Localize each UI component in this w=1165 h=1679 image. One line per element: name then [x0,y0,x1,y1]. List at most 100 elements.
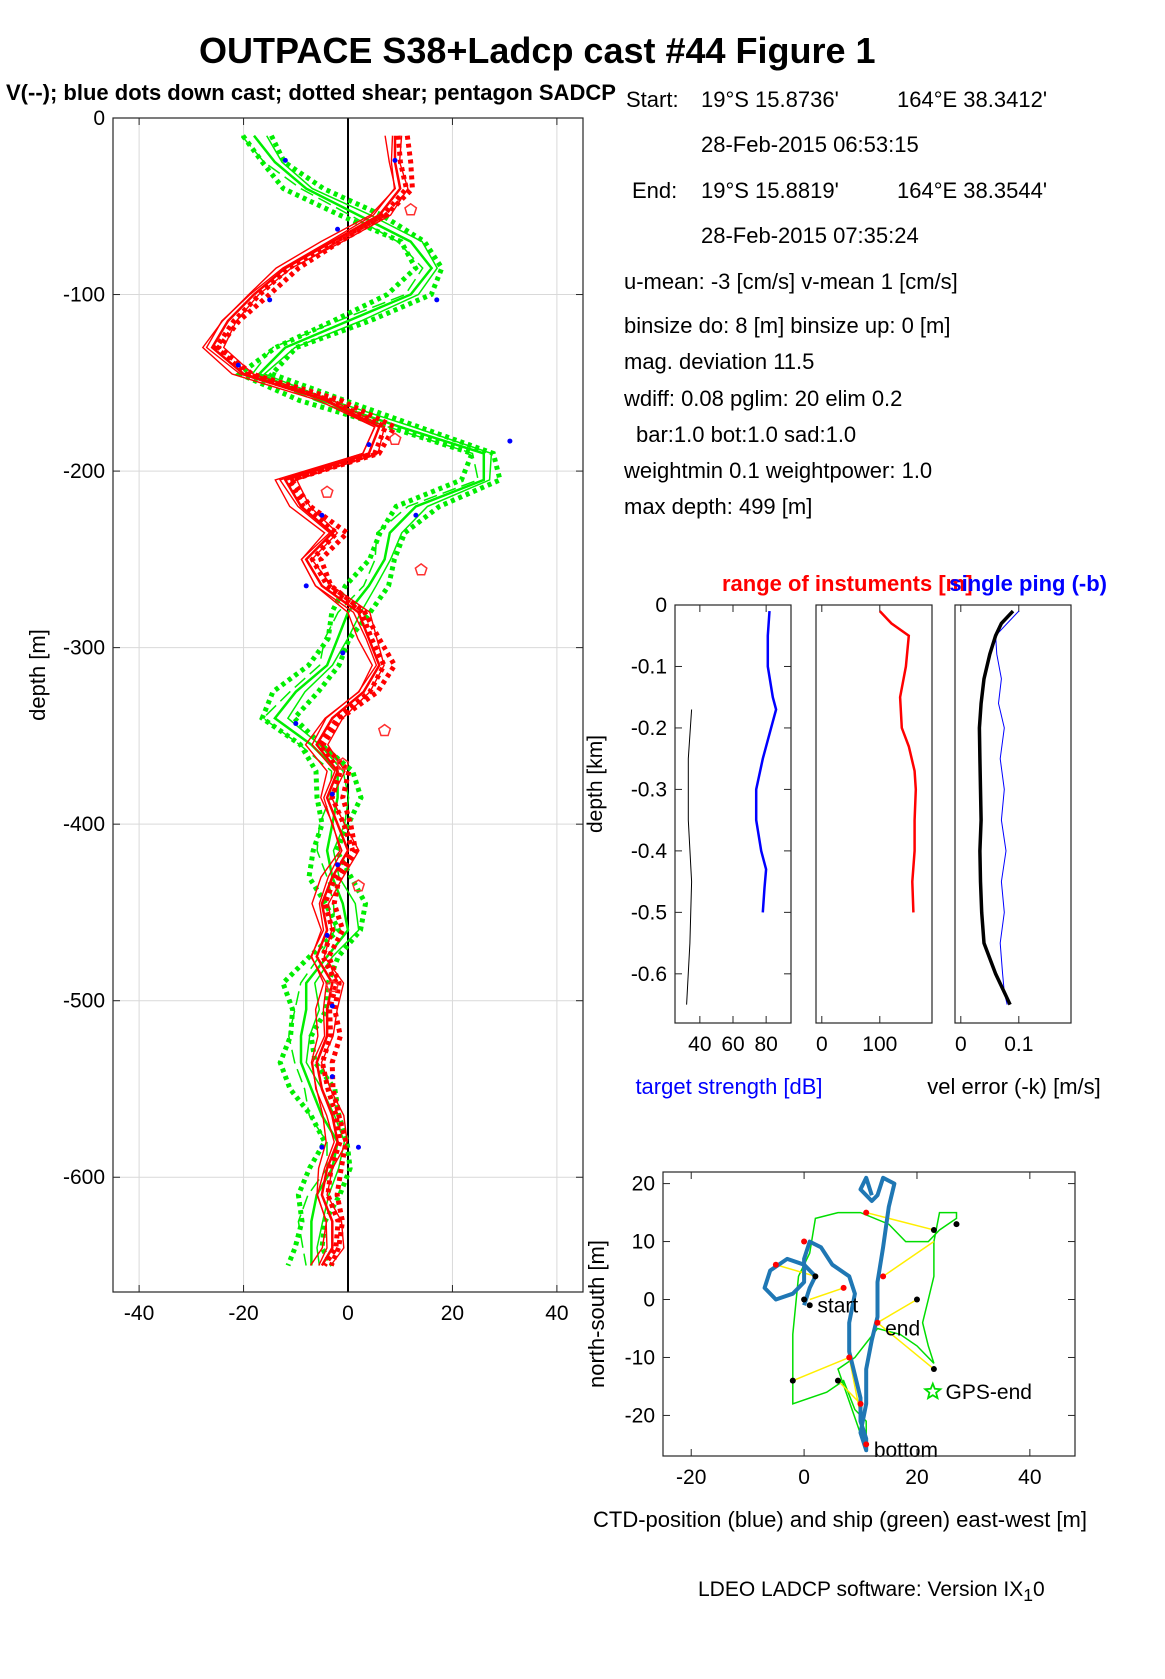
range-chart: 0 100 [815,604,933,1056]
y-tick-label: -0.3 [631,778,667,801]
sadcp-pentagon [336,757,350,770]
y-axis-label: north-south [m] [584,1240,609,1388]
ctd-ship-link [775,1264,816,1278]
x-tick-label: -20 [228,1302,258,1325]
sadcp-pentagon [414,562,428,576]
x-tick-label: -20 [676,1466,706,1489]
down-cast-dot [329,1003,335,1009]
down-cast-dot [392,157,398,163]
velocity-profile-line [222,135,409,1266]
down-cast-dot [329,1074,335,1080]
x-tick-label: 100 [862,1033,897,1056]
down-cast-dot [282,157,288,163]
ctd-ship-link [865,1211,935,1231]
position-annotation: start [817,1294,858,1317]
ship-position-dot [913,1296,920,1303]
axes-frame [815,604,933,1024]
x-axis-label: CTD-position (blue) and ship (green) eas… [593,1507,1087,1532]
shear-profile-line [234,134,476,1267]
figure-subtitle: V(--); blue dots down cast; dotted shear… [6,80,616,105]
down-cast-dot [329,791,335,797]
position-annotation: end [885,1317,920,1340]
ship-position-dot [930,1226,937,1233]
position-annotation: GPS-end [946,1381,1032,1404]
axes-frame [954,604,1072,1024]
y-tick-label: 0 [93,107,105,130]
y-tick-label: -100 [63,284,105,307]
ctd-position-dot [857,1400,864,1407]
axes-frame [662,1171,1076,1457]
end-lat: 19°S 15.8819' [701,178,839,203]
y-tick-label: 0 [643,1289,655,1312]
ctd-position-dot [846,1354,853,1361]
down-cast-dot [335,862,341,868]
end-time: 28-Feb-2015 07:35:24 [701,223,919,248]
target-strength-line [754,611,778,913]
target-strength-chart: 40 60 80 0 -0.1 -0.2 -0.3 -0.4 -0.5 -0.6 depth [km… [584,571,973,1099]
axes-background [955,605,1071,1023]
ctd-ship-link [876,1322,935,1370]
figure-title: OUTPACE S38+Ladcp cast #44 Figure 1 [199,30,876,71]
range-legend-label: range of instuments [m] [722,571,973,596]
down-cast-dot [319,512,325,518]
start-lon: 164°E 38.3412' [897,87,1048,112]
sadcp-pentagon [388,432,402,445]
axes-background [663,1172,1075,1456]
wdiff: wdiff: 0.08 pglim: 20 elim 0.2 [624,386,903,411]
software-version-tail: 0 [1033,1578,1045,1601]
velocity-profile-line [215,135,415,1267]
single-ping-error-line [995,610,1020,1005]
x-tick-label: 0 [798,1466,810,1489]
start-time: 28-Feb-2015 06:53:15 [701,132,919,157]
ctd-position-dot [772,1261,779,1268]
x-tick-label: 20 [905,1466,928,1489]
ctd-ship-link [792,1356,850,1382]
weight: weightmin 0.1 weightpower: 1.0 [624,458,933,483]
down-cast-dot [324,932,330,938]
y-tick-label: 0 [655,594,667,617]
down-cast-dot [340,650,346,656]
shear-profile-line [262,135,493,1266]
x-tick-label: 20 [441,1302,464,1325]
range-line [878,610,918,913]
ship-position-dot [801,1296,808,1303]
ctd-ship-link [877,1298,918,1324]
sadcp-pentagon [404,202,418,216]
x-tick-label: 40 [1018,1466,1041,1489]
max-depth: max depth: 499 [m] [624,494,813,519]
y-axis-label: depth [km] [584,735,607,833]
shear-profile-line [241,135,479,1266]
target-strength-black-line [686,709,693,1005]
shear-profile-line [253,134,486,1266]
position-chart: -20 0 20 40 20 10 0 -10 -20 start end GPS-end bottom… [584,1171,1087,1532]
axes-background [816,605,932,1023]
y-tick-label: -200 [63,460,105,483]
y-tick-label: -600 [63,1166,105,1189]
ship-position-dot [953,1221,960,1228]
ctd-position-dot [863,1441,870,1448]
velocity-profile-line [205,135,396,1266]
down-cast-dot [303,583,309,589]
y-tick-label: -20 [625,1404,655,1427]
end-lon: 164°E 38.3544' [897,178,1048,203]
start-lat: 19°S 15.8736' [701,87,839,112]
y-tick-label: -0.2 [631,717,667,740]
vel-error-line [977,609,1015,1006]
sadcp-pentagon [320,485,334,498]
ship-position-dot [789,1377,796,1384]
ship-position-dot [812,1273,819,1280]
x-tick-label: -40 [124,1302,154,1325]
mag-deviation: mag. deviation 11.5 [624,349,815,374]
x-tick-label: 0 [955,1033,967,1056]
y-tick-label: -0.4 [631,840,668,863]
down-cast-dot [413,512,419,518]
y-tick-label: -0.1 [631,655,667,678]
axes-background [675,605,791,1023]
ship-position-dot [930,1366,937,1373]
axes-frame [674,604,792,1024]
down-cast-dot [355,1144,361,1150]
ctd-position-dot [874,1319,881,1326]
x-tick-label: 80 [754,1033,777,1056]
ship-position-dot [834,1377,841,1384]
